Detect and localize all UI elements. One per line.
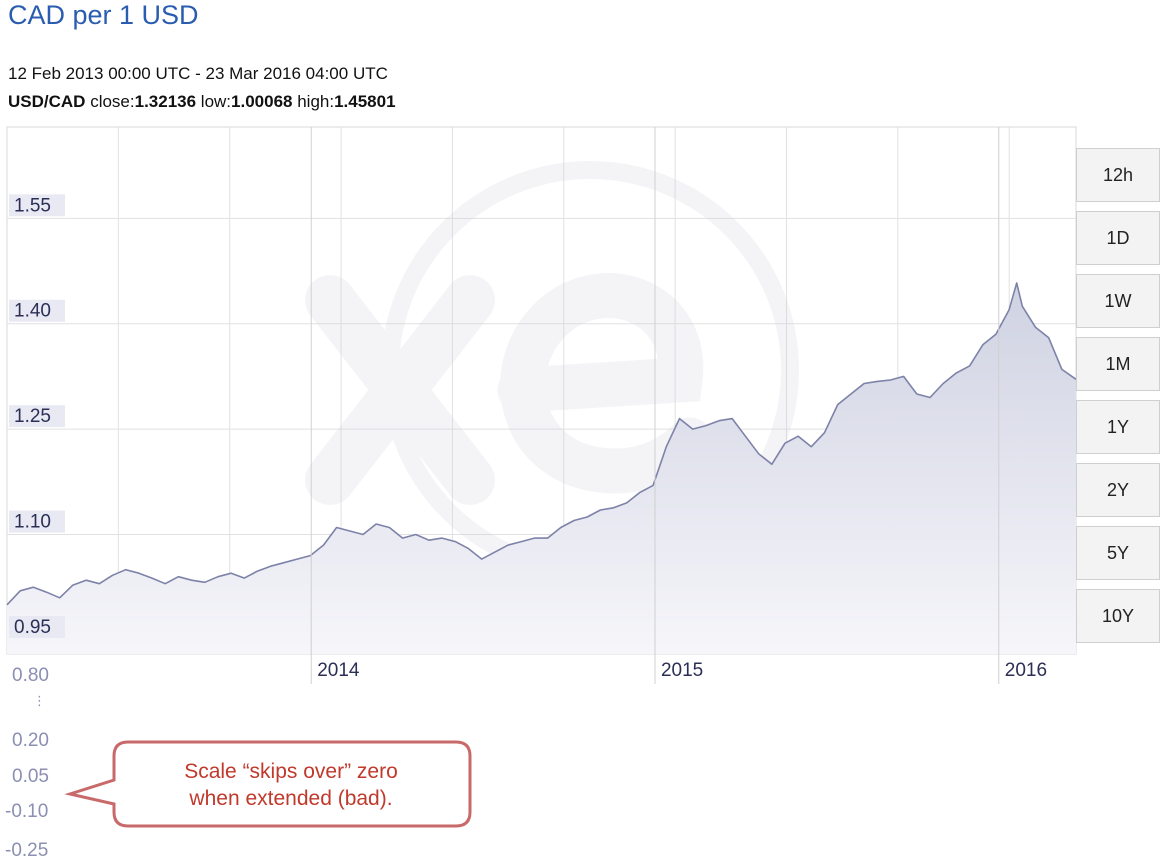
extended-scale-label: -0.25 — [5, 840, 49, 861]
high-value: 1.45801 — [334, 92, 396, 111]
y-tick-background — [9, 194, 65, 217]
series-area-fill — [7, 283, 1076, 654]
range-button-12h[interactable]: 12h — [1076, 148, 1160, 202]
range-button-1w[interactable]: 1W — [1076, 274, 1160, 328]
y-tick-background — [9, 510, 65, 533]
y-axis: 0.95 1.10 1.25 1.40 1.55 — [9, 194, 65, 638]
stats-line: USD/CAD close:1.32136 low:1.00068 high:1… — [8, 92, 396, 112]
watermark-e — [497, 273, 713, 494]
y-tick-label: 1.25 — [14, 406, 51, 427]
extended-scale-label: 0.20 — [12, 730, 49, 751]
x-axis: 2014 2015 2016 — [310, 127, 1047, 684]
range-button-10y[interactable]: 10Y — [1076, 589, 1160, 643]
watermark-x — [305, 275, 495, 505]
y-tick-label: 0.95 — [14, 617, 51, 638]
range-button-column: 12h 1D 1W 1M 1Y 2Y 5Y 10Y — [1076, 148, 1160, 652]
range-button-1m[interactable]: 1M — [1076, 337, 1160, 391]
range-button-1y[interactable]: 1Y — [1076, 400, 1160, 454]
range-button-2y[interactable]: 2Y — [1076, 463, 1160, 517]
y-tick-background — [9, 615, 65, 638]
y-tick-label: 1.40 — [14, 301, 51, 322]
range-button-5y[interactable]: 5Y — [1076, 526, 1160, 580]
x-tick-label: 2015 — [661, 660, 703, 681]
series-line — [6, 282, 1077, 606]
close-label: close: — [90, 92, 135, 111]
low-value: 1.00068 — [231, 92, 293, 111]
y-tick-label: 1.10 — [14, 512, 51, 533]
extended-scale-label: 0.80 — [12, 665, 49, 686]
date-range: 12 Feb 2013 00:00 UTC - 23 Mar 2016 04:0… — [8, 64, 388, 83]
y-tick-background — [9, 405, 65, 428]
callout-text: Scale “skips over” zero when extended (b… — [128, 758, 454, 812]
pair-label: USD/CAD — [8, 92, 86, 111]
range-button-1d[interactable]: 1D — [1076, 211, 1160, 265]
callout-line: Scale “skips over” zero — [184, 760, 398, 783]
series-area — [6, 282, 1077, 654]
extended-scale-label: -0.10 — [5, 801, 49, 822]
extended-scale-label: 0.05 — [12, 766, 49, 787]
scale-ellipsis: ⋮ — [33, 693, 46, 708]
callout-line: when extended (bad). — [189, 787, 393, 810]
x-tick-label: 2014 — [317, 660, 360, 681]
xe-watermark — [305, 161, 799, 579]
high-label: high: — [297, 92, 335, 111]
low-label: low: — [200, 92, 232, 111]
y-tick-background — [9, 299, 65, 322]
callout-bubble — [64, 740, 472, 828]
chart-title: CAD per 1 USD — [8, 0, 199, 30]
y-tick-label: 1.55 — [14, 195, 51, 216]
x-tick-label: 2016 — [1005, 660, 1047, 681]
close-value: 1.32136 — [134, 92, 197, 111]
